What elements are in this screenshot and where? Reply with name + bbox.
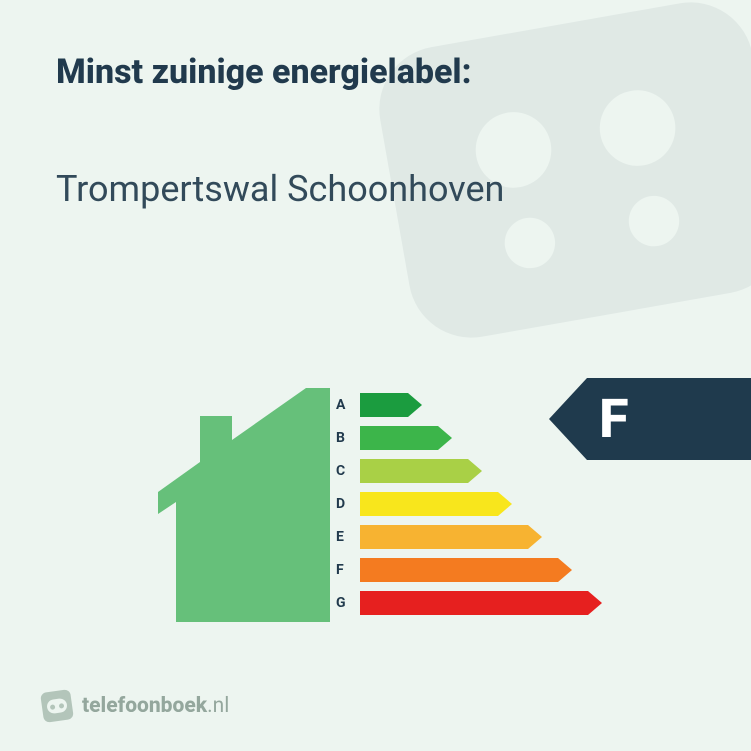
energy-bar-row-c: C (336, 456, 656, 485)
energy-bar-letter: D (336, 496, 354, 512)
footer-brand-bold: telefoonboek (82, 694, 207, 718)
energy-bar-arrow (360, 492, 512, 516)
energy-bar-row-e: E (336, 522, 656, 551)
energy-bar-arrow (360, 459, 482, 483)
footer-brand: telefoonboek.nl (42, 691, 229, 721)
energy-bar-letter: E (336, 529, 354, 545)
energy-bar-letter: B (336, 430, 354, 446)
energy-bar-arrow (360, 591, 602, 615)
energy-bar-arrow (360, 558, 572, 582)
footer-brand-light: .nl (207, 694, 229, 718)
energy-bar-arrow (360, 525, 542, 549)
energy-bar-arrow (360, 393, 422, 417)
result-badge: F (549, 378, 751, 460)
location-subtitle: Trompertswal Schoonhoven (56, 168, 504, 210)
energy-bar-row-g: G (336, 588, 656, 617)
footer-logo-icon (40, 689, 74, 723)
page-title: Minst zuinige energielabel: (56, 52, 472, 92)
footer-text: telefoonboek.nl (82, 694, 229, 718)
result-letter: F (599, 388, 629, 451)
result-badge-tip (549, 378, 587, 460)
energy-bar-letter: A (336, 397, 354, 413)
house-icon (152, 380, 332, 630)
energy-bar-row-d: D (336, 489, 656, 518)
energy-bar-row-f: F (336, 555, 656, 584)
energy-bar-letter: G (336, 595, 354, 611)
energy-bar-letter: C (336, 463, 354, 479)
energy-bar-arrow (360, 426, 452, 450)
energy-bar-letter: F (336, 562, 354, 578)
result-badge-body: F (587, 378, 751, 460)
